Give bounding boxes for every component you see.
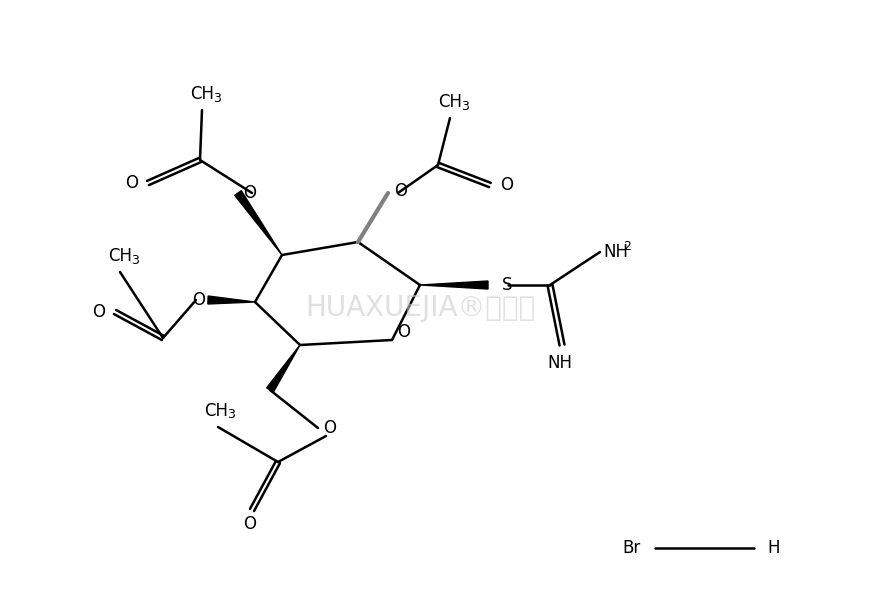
Text: S: S bbox=[502, 276, 513, 294]
Text: NH: NH bbox=[603, 243, 628, 261]
Text: O: O bbox=[243, 515, 256, 533]
Polygon shape bbox=[235, 191, 282, 255]
Text: O: O bbox=[243, 184, 256, 202]
Text: Br: Br bbox=[623, 539, 641, 557]
Text: 2: 2 bbox=[623, 241, 631, 253]
Polygon shape bbox=[208, 296, 255, 304]
Text: 3: 3 bbox=[461, 99, 469, 113]
Text: H: H bbox=[767, 539, 779, 557]
Text: O: O bbox=[394, 182, 407, 200]
Text: CH: CH bbox=[190, 85, 214, 103]
Polygon shape bbox=[267, 345, 300, 392]
Text: CH: CH bbox=[108, 247, 132, 265]
Text: 3: 3 bbox=[227, 408, 235, 422]
Text: O: O bbox=[92, 303, 105, 321]
Polygon shape bbox=[420, 281, 488, 289]
Text: 3: 3 bbox=[213, 91, 221, 105]
Text: O: O bbox=[397, 323, 410, 341]
Text: O: O bbox=[192, 291, 205, 309]
Text: O: O bbox=[500, 176, 513, 194]
Text: HUAXUEJIA®化学加: HUAXUEJIA®化学加 bbox=[305, 294, 535, 322]
Text: O: O bbox=[323, 419, 336, 437]
Text: NH: NH bbox=[547, 354, 573, 372]
Text: 3: 3 bbox=[131, 253, 139, 266]
Text: O: O bbox=[125, 174, 138, 192]
Text: CH: CH bbox=[204, 402, 228, 420]
Text: CH: CH bbox=[438, 93, 462, 111]
